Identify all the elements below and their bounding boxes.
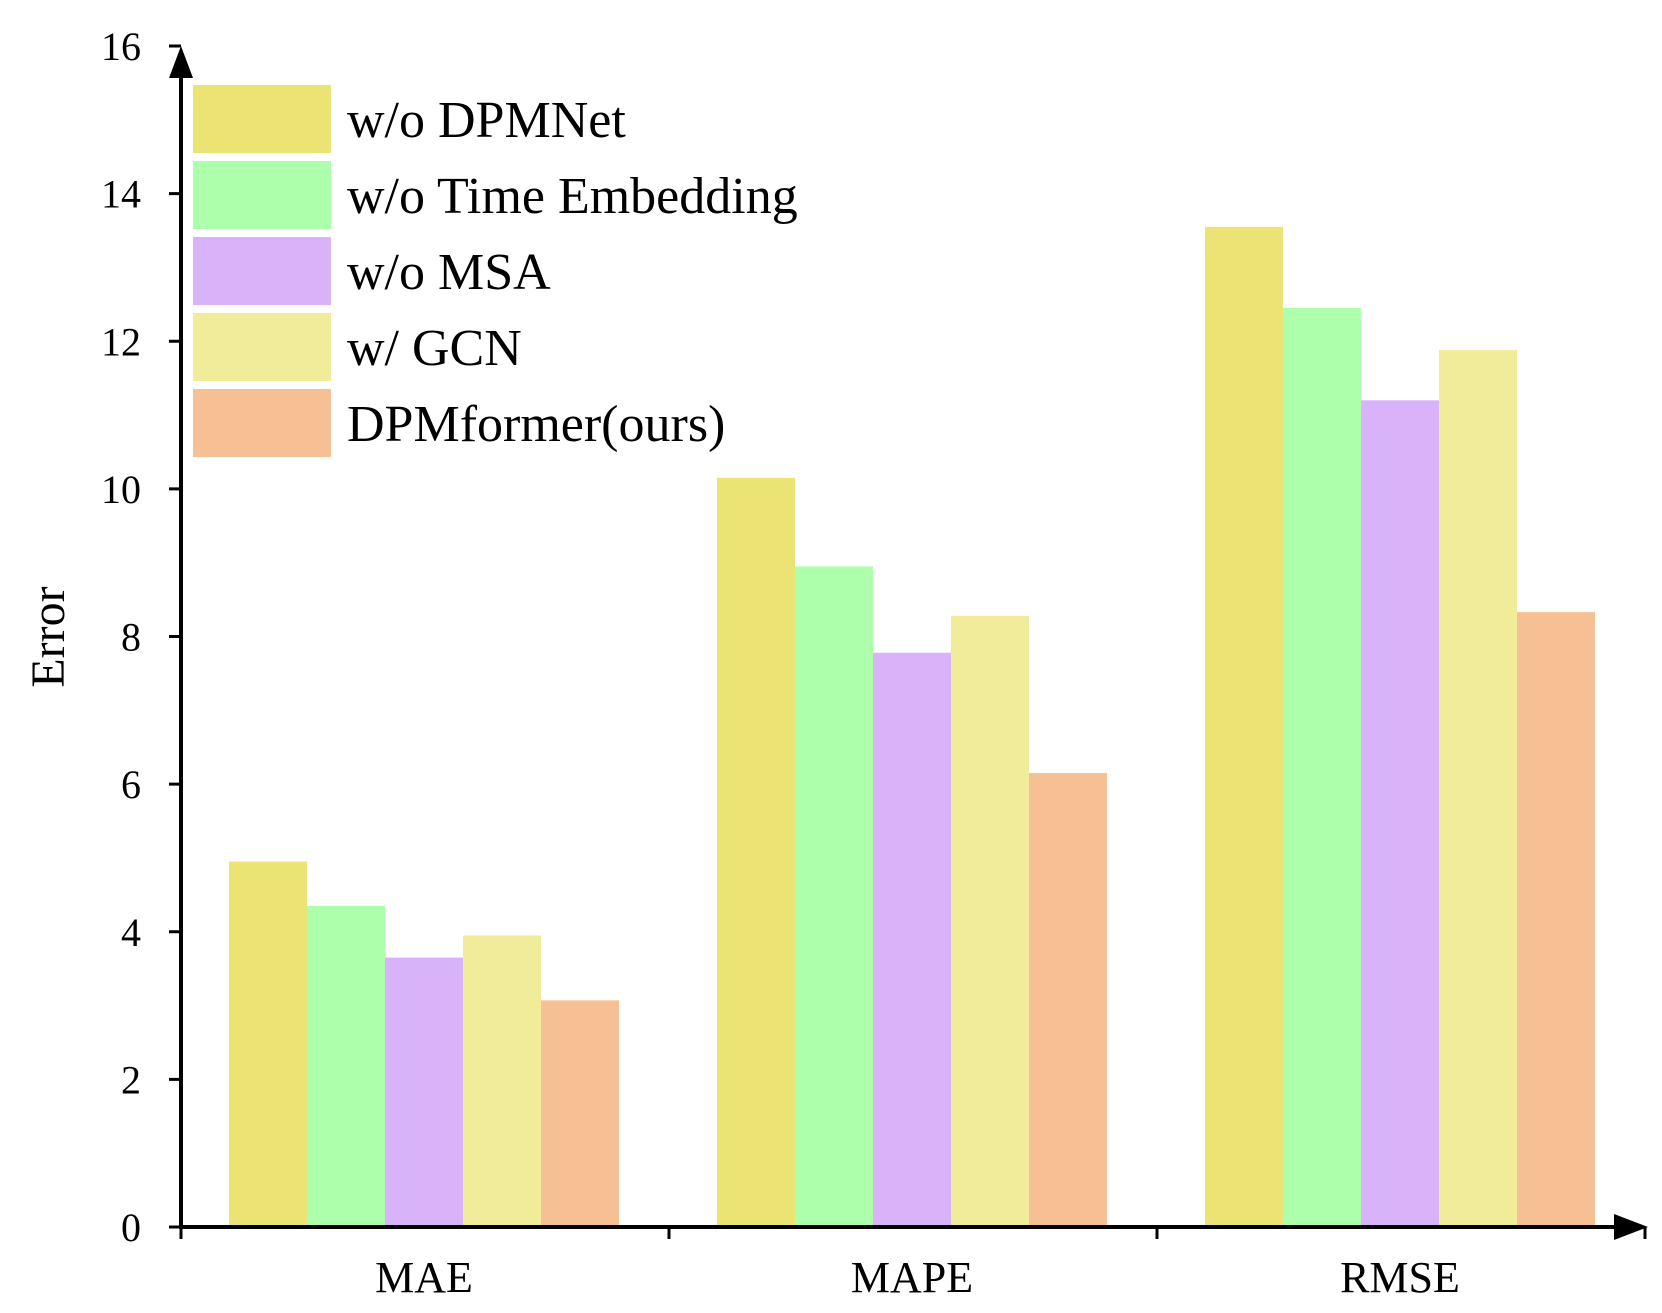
legend-label: w/o Time Embedding [347,168,798,225]
bar-mape-series-2 [873,652,951,1227]
axes-group [169,46,1648,1240]
y-tick-label: 14 [101,172,141,217]
legend-label: DPMformer(ours) [347,396,725,453]
bar-mape-series-1 [795,566,873,1227]
y-tick-label: 16 [101,24,141,69]
x-category-label: MAPE [851,1253,973,1302]
bar-mape-series-4 [1029,773,1107,1227]
bar-rmse-series-1 [1283,308,1361,1227]
legend-label: w/o DPMNet [347,92,626,149]
bar-rmse-series-3 [1439,350,1517,1227]
y-axis-arrow [169,46,193,78]
legend-swatch [193,237,331,305]
bar-mape-series-3 [951,615,1029,1227]
bar-mae-series-2 [385,957,463,1227]
legend-swatch [193,161,331,229]
legend-swatch [193,313,331,381]
bar-mae-series-4 [541,1000,619,1227]
y-tick-label: 2 [121,1057,141,1102]
x-category-label: RMSE [1340,1253,1460,1302]
y-tick-label: 12 [101,319,141,364]
x-axis-arrow [1614,1214,1648,1240]
y-axis-title: Error [22,586,75,687]
legend-label: w/ GCN [347,320,522,377]
y-tick-label: 4 [121,910,141,955]
y-tick-label: 6 [121,762,141,807]
x-ticks-group: MAE MAPE RMSE [179,1227,1647,1302]
bar-mae-series-0 [229,861,307,1227]
legend: w/o DPMNet w/o Time Embedding w/o MSA w/ GC… [193,85,798,457]
bar-mae-series-3 [463,935,541,1227]
bar-rmse-series-0 [1205,226,1283,1227]
bar-rmse-series-2 [1361,400,1439,1227]
y-tick-label: 0 [121,1205,141,1250]
x-category-label: MAE [375,1253,473,1302]
bar-rmse-series-4 [1517,612,1595,1227]
y-tick-label: 8 [121,615,141,660]
bar-mape-series-0 [717,477,795,1228]
y-tick-label: 10 [101,467,141,512]
legend-swatch [193,85,331,153]
bars-group [229,226,1595,1228]
y-ticks-group: 0 2 4 6 8 10 12 14 16 [101,24,181,1250]
legend-swatch [193,389,331,457]
legend-label: w/o MSA [347,244,551,301]
bar-mae-series-1 [307,905,385,1227]
